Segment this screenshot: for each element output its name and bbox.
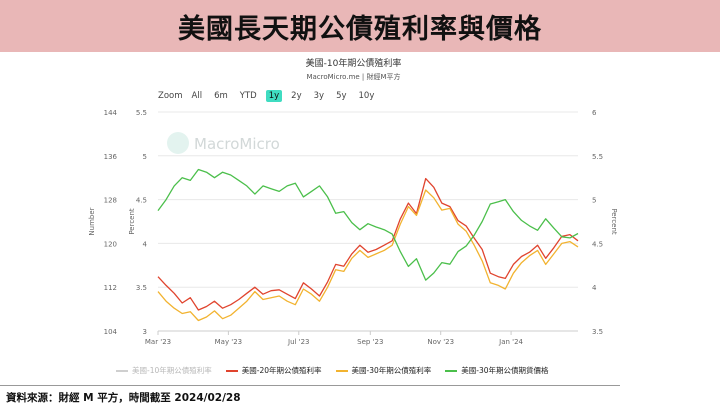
legend-label-10y: 美國-10年期公債殖利率	[132, 366, 212, 375]
series-line-price30	[157, 168, 579, 281]
x-tick-label: Jan '24	[498, 338, 523, 346]
legend-swatch-10y	[116, 369, 128, 372]
y-tick-label-number: 120	[104, 240, 117, 248]
legend-item-10y-yield[interactable]: 美國-10年期公債殖利率	[116, 365, 212, 376]
y-tick-label-percent-right: 3.5	[592, 328, 603, 336]
legend-item-30y-yield[interactable]: 美國-30年期公債殖利率	[335, 365, 432, 376]
zoom-6m-button[interactable]: 6m	[214, 91, 228, 101]
legend-label-30y: 美國-30年期公債殖利率	[351, 366, 432, 375]
legend-label-20y: 美國-20年期公債殖利率	[241, 366, 322, 375]
chart-subtitle: MacroMicro.me | 財經M平方	[306, 73, 401, 81]
page-title: 美國長天期公債殖利率與價格	[178, 13, 542, 45]
zoom-selector: Zoom All 6m YTD 1y 2y 3y 5y 10y	[158, 90, 377, 102]
zoom-1y-button[interactable]: 1y	[265, 90, 283, 102]
chart-title: 美國-10年期公債殖利率	[305, 59, 402, 69]
y-tick-label-number: 104	[104, 328, 118, 336]
legend-item-30y-price[interactable]: 美國-30年期公債期貨價格	[445, 365, 549, 376]
y-tick-label-percent-right: 4	[592, 284, 597, 292]
x-tick-label: Mar '23	[145, 338, 171, 346]
series-line-y20	[157, 177, 579, 311]
y-tick-label-number: 112	[104, 284, 117, 292]
y-tick-label-percent-inner: 3	[143, 328, 147, 336]
chart-svg: MacroMicro 104 3 3.5 112 3.5 4 120 4 4.5 128 4.5 5 13…	[88, 109, 618, 346]
y-tick-label-percent-right: 5.5	[592, 153, 603, 161]
y-axis-title-percent-inner: Percent	[128, 208, 136, 235]
y-tick-label-percent-inner: 4.5	[136, 197, 147, 205]
watermark-text: MacroMicro	[194, 135, 280, 153]
title-banner: 美國長天期公債殖利率與價格	[0, 0, 720, 52]
legend-item-20y-yield[interactable]: 美國-20年期公債殖利率	[225, 365, 322, 376]
chart-card: MacroMicro 104 3 3.5 112 3.5 4 120 4 4.5 128 4.5 5 13…	[86, 52, 621, 382]
legend-swatch-30y	[335, 369, 348, 372]
series-line-y30	[157, 189, 579, 322]
y-tick-label-percent-inner: 3.5	[136, 284, 147, 292]
y-axis-title-percent-right: Percent	[610, 208, 618, 235]
zoom-ytd-button[interactable]: YTD	[239, 91, 257, 101]
chart-legend: 美國-10年期公債殖利率 美國-20年期公債殖利率 美國-30年期公債殖利率 美…	[116, 365, 549, 376]
y-tick-label-number: 136	[104, 153, 118, 161]
y-tick-label-percent-inner: 5	[143, 153, 147, 161]
y-tick-label-number: 144	[104, 109, 118, 117]
zoom-2y-button[interactable]: 2y	[291, 91, 302, 101]
x-tick-label: Sep '23	[357, 338, 383, 346]
x-tick-label: Jul '23	[287, 338, 310, 346]
watermark-logo-icon	[167, 132, 189, 154]
y-tick-label-percent-right: 5	[592, 197, 596, 205]
zoom-3y-button[interactable]: 3y	[313, 91, 325, 101]
legend-swatch-price	[445, 369, 458, 372]
zoom-label: Zoom	[158, 91, 183, 101]
y-axis-title-number: Number	[88, 207, 96, 235]
footer-divider	[0, 385, 620, 386]
zoom-10y-button[interactable]: 10y	[358, 91, 375, 101]
source-footer: 資料來源：財經 M 平方，時間截至 2024/02/28	[6, 392, 241, 404]
y-tick-label-number: 128	[104, 197, 117, 205]
x-tick-label: Nov '23	[427, 338, 454, 346]
y-tick-label-percent-right: 6	[592, 109, 597, 117]
y-tick-label-percent-inner: 5.5	[136, 109, 147, 117]
y-tick-label-percent-right: 4.5	[592, 240, 603, 248]
zoom-all-button[interactable]: All	[191, 91, 203, 101]
legend-label-price: 美國-30年期公債期貨價格	[461, 366, 549, 375]
zoom-5y-button[interactable]: 5y	[336, 91, 347, 101]
legend-swatch-20y	[225, 369, 238, 372]
x-tick-label: May '23	[215, 338, 243, 346]
y-tick-label-percent-inner: 4	[143, 240, 148, 248]
